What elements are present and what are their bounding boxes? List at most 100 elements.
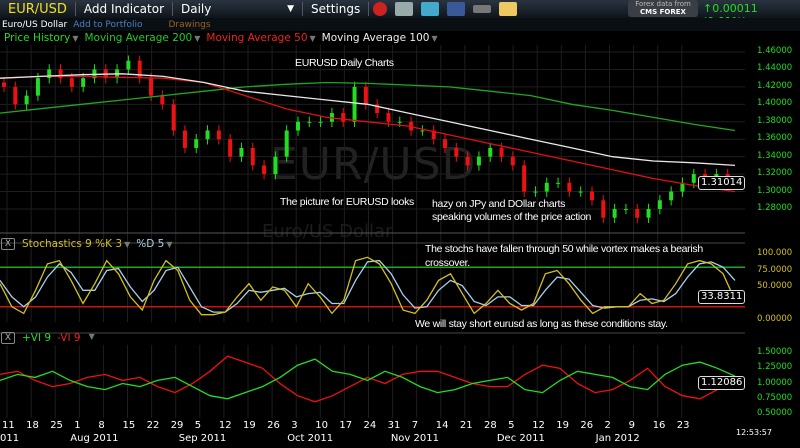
alarm-clock-icon[interactable]: [373, 2, 388, 16]
note-3: speaking volumes of the price action: [432, 211, 592, 223]
candle-body: [431, 130, 436, 140]
x-day-label: 24: [363, 420, 377, 431]
candle-body: [182, 130, 187, 148]
x-day-label: 12: [532, 420, 545, 431]
symbol-selector[interactable]: EUR/USD: [0, 2, 76, 17]
candle-body: [307, 121, 312, 123]
x-day-label: 26: [580, 420, 594, 431]
interval-select[interactable]: Daily ▼: [173, 2, 303, 16]
up-arrow-icon: ↑: [703, 2, 713, 15]
x-day-label: 9: [628, 420, 635, 431]
close-vi-button[interactable]: X: [1, 332, 15, 344]
x-day-label: 7: [411, 420, 419, 431]
x-day-label: 28: [484, 420, 497, 431]
x-day-label: 14: [435, 420, 449, 431]
candle-body: [13, 86, 18, 105]
legend-ma200[interactable]: Moving Average 200 ▼: [84, 32, 201, 44]
x-month-label: 011: [0, 433, 20, 444]
ma200-line: [0, 81, 736, 132]
vi-minus-line: [0, 355, 736, 403]
facebook-icon[interactable]: [447, 2, 466, 16]
price-current-badge: 1.31014: [698, 176, 746, 190]
candle-body: [318, 121, 323, 123]
vi-plus-line: [0, 358, 736, 400]
note-5: crossover.: [425, 257, 470, 269]
candle-body: [24, 95, 29, 105]
candle-body: [273, 156, 278, 175]
x-day-label: 5: [508, 420, 515, 431]
database-icon[interactable]: [395, 2, 414, 16]
twitter-icon[interactable]: [421, 2, 440, 16]
drawings-link[interactable]: Drawings: [168, 19, 211, 30]
x-day-label: 3: [291, 420, 298, 431]
price-tick-label: 1.30000: [757, 185, 793, 196]
candle-body: [691, 174, 696, 183]
candle-body: [680, 182, 685, 192]
candle-body: [454, 147, 459, 157]
clock: 12:53:57: [736, 428, 772, 437]
stoch-d-line: [0, 259, 736, 313]
x-month-label: Sep 2011: [178, 433, 227, 444]
x-month-label: Oct 2011: [287, 433, 334, 444]
binoculars-icon[interactable]: [473, 5, 492, 13]
candle-body: [341, 113, 346, 122]
vi-legend[interactable]: +VI 9 -VI 9 ▼: [22, 332, 95, 344]
vi-tick-label: 1.50000: [757, 347, 793, 357]
x-day-label: 23: [676, 420, 690, 431]
candle-body: [375, 104, 380, 114]
chevron-down-icon: ▼: [287, 4, 294, 14]
price-tick-label: 1.36000: [757, 133, 793, 144]
price-tick-label: 1.38000: [757, 115, 793, 126]
legend-ma50[interactable]: Moving Average 50 ▼: [206, 32, 316, 44]
vi-current-badge: 1.12086: [698, 376, 746, 390]
price-tick-label: 1.42000: [757, 80, 793, 91]
candle-body: [216, 130, 221, 140]
x-month-label: Jan 2012: [595, 433, 640, 444]
candle-body: [126, 60, 131, 70]
stoch-d-label[interactable]: %D 5 ▼: [136, 238, 173, 250]
candle-body: [47, 69, 52, 79]
candle-body: [567, 182, 572, 192]
candle-body: [35, 78, 40, 96]
candle-body: [612, 209, 617, 218]
candle-body: [149, 78, 153, 96]
candle-body: [590, 191, 594, 201]
note-2: hazy on JPy and DOllar charts: [432, 198, 566, 210]
candle-body: [352, 86, 357, 122]
candle-body: [137, 60, 142, 79]
candle-body: [623, 209, 628, 210]
stoch-legend: Stochastics 9 %K 3 ▼ %D 5 ▼: [22, 238, 172, 250]
legend-price-history[interactable]: Price History ▼: [4, 32, 79, 44]
note-title: EURUSD Daily Charts: [295, 57, 394, 69]
candle-body: [262, 165, 267, 175]
stoch-tick-label: 0.00000: [757, 314, 793, 324]
stoch-label[interactable]: Stochastics 9 %K 3 ▼: [22, 238, 131, 250]
stoch-k-line: [0, 256, 736, 316]
close-stoch-button[interactable]: X: [1, 238, 15, 250]
add-to-portfolio-link[interactable]: Add to Portfolio: [73, 19, 143, 30]
vi-tick-label: 1.00000: [757, 377, 793, 388]
settings-button[interactable]: Settings: [303, 2, 370, 16]
provider-badge[interactable]: Forex data from CMS FOREX: [628, 0, 698, 17]
candle-body: [296, 121, 300, 131]
ma100-line: [0, 73, 736, 167]
vi-tick-label: 1.25000: [757, 362, 793, 373]
candle-body: [578, 191, 583, 193]
x-month-label: Dec 2011: [496, 433, 545, 444]
price-tick-label: 1.32000: [757, 168, 793, 179]
price-legend: Price History ▼ Moving Average 200 ▼ Movin…: [0, 31, 438, 45]
sub-bar: Euro/US Dollar Add to Portfolio Drawings: [0, 18, 800, 31]
add-indicator-button[interactable]: Add Indicator: [76, 2, 173, 16]
x-day-label: 5: [194, 420, 202, 431]
price-tick-label: 1.28000: [757, 203, 793, 213]
candle-body: [646, 209, 651, 218]
x-day-label: 25: [50, 420, 63, 431]
ma50-line: [0, 75, 736, 193]
candle-body: [510, 156, 515, 166]
price-tick-label: 1.34000: [757, 150, 793, 161]
x-day-label: 21: [459, 420, 473, 431]
legend-ma100[interactable]: Moving Average 100 ▼: [321, 32, 438, 44]
candle-body: [397, 121, 402, 123]
notes-icon[interactable]: [499, 2, 518, 16]
